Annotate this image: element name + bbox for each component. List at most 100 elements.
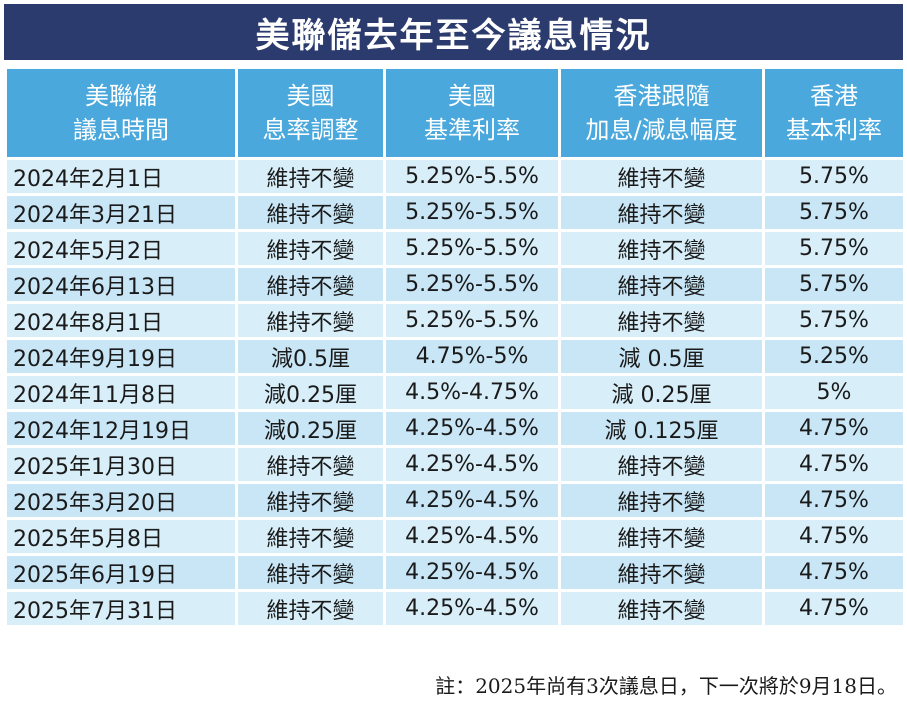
header-line: 基準利率 xyxy=(424,116,520,144)
header-hk-follow-change: 香港跟隨 加息/減息幅度 xyxy=(558,66,765,160)
table-row: 2025年5月8日 維持不變 4.25%-4.5% 維持不變 4.75% xyxy=(4,517,906,556)
cell-hk-follow: 維持不變 xyxy=(558,265,765,304)
cell-us-rate: 5.25%-5.5% xyxy=(383,157,561,196)
header-line: 加息/減息幅度 xyxy=(585,116,738,144)
table-row: 2025年1月30日 維持不變 4.25%-4.5% 維持不變 4.75% xyxy=(4,445,906,484)
header-line: 議息時間 xyxy=(73,116,169,144)
header-line: 美聯儲 xyxy=(85,82,157,110)
cell-hk-rate: 5.75% xyxy=(762,229,906,268)
cell-date: 2025年1月30日 xyxy=(4,445,238,484)
cell-date: 2025年6月19日 xyxy=(4,553,238,592)
cell-hk-rate: 4.75% xyxy=(762,517,906,556)
cell-hk-follow: 維持不變 xyxy=(558,445,765,484)
header-us-benchmark-rate: 美國 基準利率 xyxy=(383,66,561,160)
cell-hk-rate: 5.75% xyxy=(762,265,906,304)
cell-date: 2024年3月21日 xyxy=(4,193,238,232)
cell-date: 2025年5月8日 xyxy=(4,517,238,556)
footnote: 註：2025年尚有3次議息日，下一次將於9月18日。 xyxy=(435,674,897,698)
table-body: 2024年2月1日 維持不變 5.25%-5.5% 維持不變 5.75% 202… xyxy=(4,157,906,628)
cell-hk-follow: 維持不變 xyxy=(558,193,765,232)
rate-table: 美聯儲 議息時間 美國 息率調整 美國 基準利率 香港跟隨 加息/減息幅度 香港 xyxy=(4,66,906,628)
table-row: 2024年11月8日 減0.25厘 4.5%-4.75% 減 0.25厘 5% xyxy=(4,373,906,412)
header-line: 香港 xyxy=(810,82,858,110)
cell-us-rate: 4.25%-4.5% xyxy=(383,517,561,556)
cell-us-adjust: 維持不變 xyxy=(235,301,386,340)
cell-hk-rate: 4.75% xyxy=(762,481,906,520)
cell-us-rate: 4.25%-4.5% xyxy=(383,553,561,592)
header-line: 美國 xyxy=(448,82,496,110)
cell-us-adjust: 減0.25厘 xyxy=(235,373,386,412)
page-title: 美聯儲去年至今議息情況 xyxy=(4,4,903,60)
cell-hk-follow: 維持不變 xyxy=(558,229,765,268)
cell-hk-rate: 5% xyxy=(762,373,906,412)
cell-hk-follow: 維持不變 xyxy=(558,553,765,592)
table-row: 2025年6月19日 維持不變 4.25%-4.5% 維持不變 4.75% xyxy=(4,553,906,592)
table-row: 2025年3月20日 維持不變 4.25%-4.5% 維持不變 4.75% xyxy=(4,481,906,520)
cell-hk-rate: 4.75% xyxy=(762,553,906,592)
header-row: 美聯儲 議息時間 美國 息率調整 美國 基準利率 香港跟隨 加息/減息幅度 香港 xyxy=(4,66,906,160)
cell-hk-follow: 維持不變 xyxy=(558,301,765,340)
table-row: 2024年9月19日 減0.5厘 4.75%-5% 減 0.5厘 5.25% xyxy=(4,337,906,376)
cell-us-adjust: 維持不變 xyxy=(235,589,386,628)
cell-hk-rate: 5.75% xyxy=(762,301,906,340)
cell-us-rate: 4.25%-4.5% xyxy=(383,481,561,520)
table-row: 2025年7月31日 維持不變 4.25%-4.5% 維持不變 4.75% xyxy=(4,589,906,628)
cell-hk-follow: 減 0.125厘 xyxy=(558,409,765,448)
cell-hk-rate: 5.75% xyxy=(762,193,906,232)
table-row: 2024年6月13日 維持不變 5.25%-5.5% 維持不變 5.75% xyxy=(4,265,906,304)
header-line: 美國 xyxy=(286,82,335,110)
cell-us-adjust: 維持不變 xyxy=(235,481,386,520)
header-line: 息率調整 xyxy=(262,116,359,144)
cell-us-rate: 4.75%-5% xyxy=(383,337,561,376)
cell-date: 2025年3月20日 xyxy=(4,481,238,520)
cell-hk-rate: 4.75% xyxy=(762,409,906,448)
cell-us-adjust: 減0.25厘 xyxy=(235,409,386,448)
cell-us-adjust: 維持不變 xyxy=(235,517,386,556)
cell-hk-follow: 維持不變 xyxy=(558,481,765,520)
cell-us-rate: 4.25%-4.5% xyxy=(383,589,561,628)
header-fed-meeting-date: 美聯儲 議息時間 xyxy=(4,66,238,160)
cell-us-adjust: 維持不變 xyxy=(235,193,386,232)
cell-hk-rate: 4.75% xyxy=(762,589,906,628)
cell-date: 2024年11月8日 xyxy=(4,373,238,412)
table-row: 2024年12月19日 減0.25厘 4.25%-4.5% 減 0.125厘 4… xyxy=(4,409,906,448)
cell-us-rate: 4.25%-4.5% xyxy=(383,445,561,484)
table-header: 美聯儲 議息時間 美國 息率調整 美國 基準利率 香港跟隨 加息/減息幅度 香港 xyxy=(4,66,906,160)
cell-hk-follow: 減 0.25厘 xyxy=(558,373,765,412)
cell-date: 2025年7月31日 xyxy=(4,589,238,628)
cell-us-rate: 4.25%-4.5% xyxy=(383,409,561,448)
cell-hk-follow: 維持不變 xyxy=(558,157,765,196)
cell-date: 2024年5月2日 xyxy=(4,229,238,268)
cell-hk-follow: 減 0.5厘 xyxy=(558,337,765,376)
cell-us-adjust: 維持不變 xyxy=(235,553,386,592)
cell-us-rate: 4.5%-4.75% xyxy=(383,373,561,412)
cell-date: 2024年6月13日 xyxy=(4,265,238,304)
cell-us-adjust: 維持不變 xyxy=(235,157,386,196)
cell-date: 2024年2月1日 xyxy=(4,157,238,196)
header-hk-base-rate: 香港 基本利率 xyxy=(762,66,906,160)
table-row: 2024年5月2日 維持不變 5.25%-5.5% 維持不變 5.75% xyxy=(4,229,906,268)
cell-date: 2024年12月19日 xyxy=(4,409,238,448)
cell-hk-rate: 5.75% xyxy=(762,157,906,196)
cell-hk-rate: 5.25% xyxy=(762,337,906,376)
header-line: 香港跟隨 xyxy=(613,82,710,110)
cell-hk-follow: 維持不變 xyxy=(558,589,765,628)
table-row: 2024年8月1日 維持不變 5.25%-5.5% 維持不變 5.75% xyxy=(4,301,906,340)
cell-us-adjust: 維持不變 xyxy=(235,265,386,304)
header-us-rate-adjustment: 美國 息率調整 xyxy=(235,66,386,160)
header-line: 基本利率 xyxy=(786,116,882,144)
cell-us-rate: 5.25%-5.5% xyxy=(383,301,561,340)
cell-us-adjust: 維持不變 xyxy=(235,445,386,484)
cell-us-rate: 5.25%-5.5% xyxy=(383,193,561,232)
cell-date: 2024年9月19日 xyxy=(4,337,238,376)
table-row: 2024年2月1日 維持不變 5.25%-5.5% 維持不變 5.75% xyxy=(4,157,906,196)
cell-date: 2024年8月1日 xyxy=(4,301,238,340)
cell-us-adjust: 減0.5厘 xyxy=(235,337,386,376)
cell-hk-follow: 維持不變 xyxy=(558,517,765,556)
cell-us-rate: 5.25%-5.5% xyxy=(383,265,561,304)
cell-us-adjust: 維持不變 xyxy=(235,229,386,268)
cell-us-rate: 5.25%-5.5% xyxy=(383,229,561,268)
cell-hk-rate: 4.75% xyxy=(762,445,906,484)
table-row: 2024年3月21日 維持不變 5.25%-5.5% 維持不變 5.75% xyxy=(4,193,906,232)
